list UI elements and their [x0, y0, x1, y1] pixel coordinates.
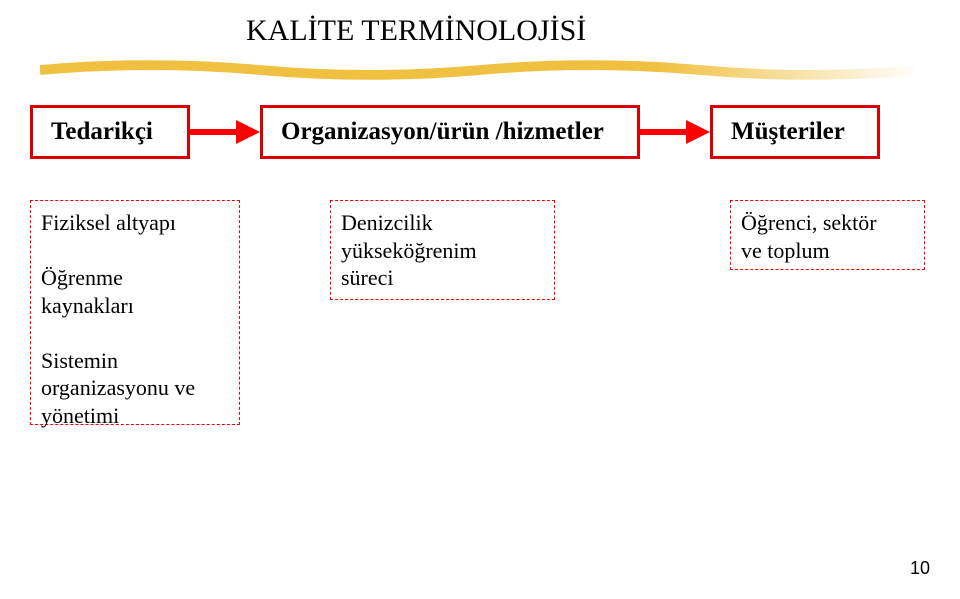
text-line: Denizcilik	[341, 209, 544, 237]
organization-box: Organizasyon/ürün /hizmetler	[260, 105, 640, 159]
supplier-box: Tedarikçi	[30, 105, 190, 159]
page-number: 10	[910, 558, 930, 579]
arrow-1	[190, 117, 260, 147]
text-line: kaynakları	[41, 292, 229, 320]
customer-details-box: Öğrenci, sektör ve toplum	[730, 200, 925, 270]
text-line: Fiziksel altyapı	[41, 209, 229, 237]
text-line: yükseköğrenim	[341, 237, 544, 265]
text-line: yönetimi	[41, 402, 229, 430]
text-line: Öğrenci, sektör	[741, 209, 914, 237]
slide: { "background_color": "#ffffff", "title"…	[0, 0, 960, 599]
arrow-2	[640, 117, 710, 147]
text-line: ve toplum	[741, 237, 914, 265]
organization-details-box: Denizcilik yükseköğrenim süreci	[330, 200, 555, 300]
text-line	[41, 319, 229, 347]
text-line	[41, 237, 229, 265]
text-line: süreci	[341, 264, 544, 292]
process-flow-row: Tedarikçi Organizasyon/ürün /hizmetler M…	[30, 105, 930, 159]
supplier-details-box: Fiziksel altyapı Öğrenme kaynakları Sist…	[30, 200, 240, 425]
text-line: Öğrenme	[41, 264, 229, 292]
page-title: KALİTE TERMİNOLOJİSİ	[246, 14, 586, 48]
customer-box: Müşteriler	[710, 105, 880, 159]
text-line: organizasyonu ve	[41, 374, 229, 402]
title-underline-wave	[40, 55, 920, 85]
text-line: Sistemin	[41, 347, 229, 375]
